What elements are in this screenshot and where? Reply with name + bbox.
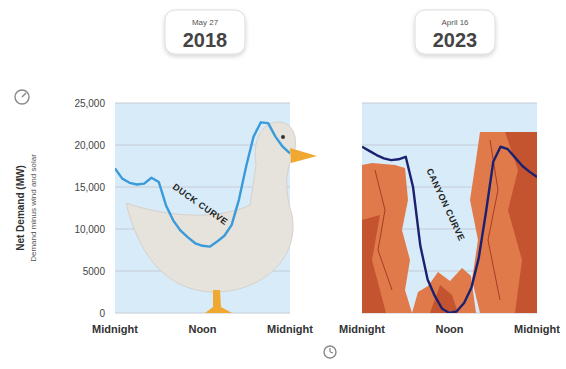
date-badge: May 27 2018 [165, 10, 245, 54]
duck-beak [290, 148, 317, 163]
y-tick-label: 25,000 [74, 98, 105, 109]
gauge-needle [22, 93, 26, 97]
x-tick-label: Midnight [514, 323, 560, 335]
series-group [362, 147, 537, 313]
panel: CANYON CURVE Midnight Noon Midnight [339, 103, 560, 335]
net-demand-line [362, 147, 537, 313]
grid-line [362, 103, 537, 104]
x-tick-label: Midnight [92, 323, 138, 335]
page: {"chart_data": [ {"type": "line", "title… [0, 0, 566, 369]
badge-year: 2023 [433, 29, 478, 51]
curve-label: DUCK CURVE [171, 182, 230, 227]
badge-date: April 16 [441, 18, 469, 27]
decoration [362, 132, 537, 313]
duck-eye [281, 135, 285, 139]
x-tick-label: Noon [188, 323, 216, 335]
date-badge: April 16 2023 [415, 10, 495, 54]
clock-ring [324, 346, 336, 358]
y-axis-subtitle: Demand minus wind and solar [29, 154, 38, 262]
chart-root: DUCK CURVE Midnight Noon Midnight 0 5000 10,00… [0, 0, 566, 369]
net-demand-line [115, 122, 290, 246]
canyon-rocks [412, 268, 476, 313]
badge-year: 2018 [183, 29, 228, 51]
gauge-ring [15, 90, 29, 104]
badge-date: May 27 [192, 18, 219, 27]
curve-label: CANYON CURVE [424, 167, 466, 243]
grid-line [115, 103, 290, 104]
canyon-right-wall [470, 132, 537, 313]
duck-body [126, 122, 296, 292]
gauge-icon [15, 90, 29, 104]
y-tick-label: 20,000 [74, 140, 105, 151]
clock-icon [324, 346, 336, 358]
canyon-crack [375, 170, 392, 290]
badge-box [165, 10, 245, 54]
canyon-left-wall [362, 163, 412, 313]
grid-line [115, 313, 290, 314]
canyon-shade [505, 132, 537, 313]
plot-background [362, 103, 537, 313]
y-tick-label: 5000 [83, 266, 106, 277]
x-tick-label: Midnight [267, 323, 313, 335]
duck-foot [205, 290, 232, 313]
series-group [115, 122, 290, 246]
clock-hand [329, 348, 330, 352]
x-tick-label: Midnight [339, 323, 385, 335]
y-tick-label: 15,000 [74, 182, 105, 193]
badge-box [415, 10, 495, 54]
x-tick-label: Noon [435, 323, 463, 335]
y-tick-label: 0 [99, 308, 105, 319]
panel: DUCK CURVE Midnight Noon Midnight 0 5000 10,00… [15, 98, 317, 336]
y-tick-label: 10,000 [74, 224, 105, 235]
y-axis-title: Net Demand (MW) [15, 165, 26, 251]
clock-hand [330, 352, 333, 353]
